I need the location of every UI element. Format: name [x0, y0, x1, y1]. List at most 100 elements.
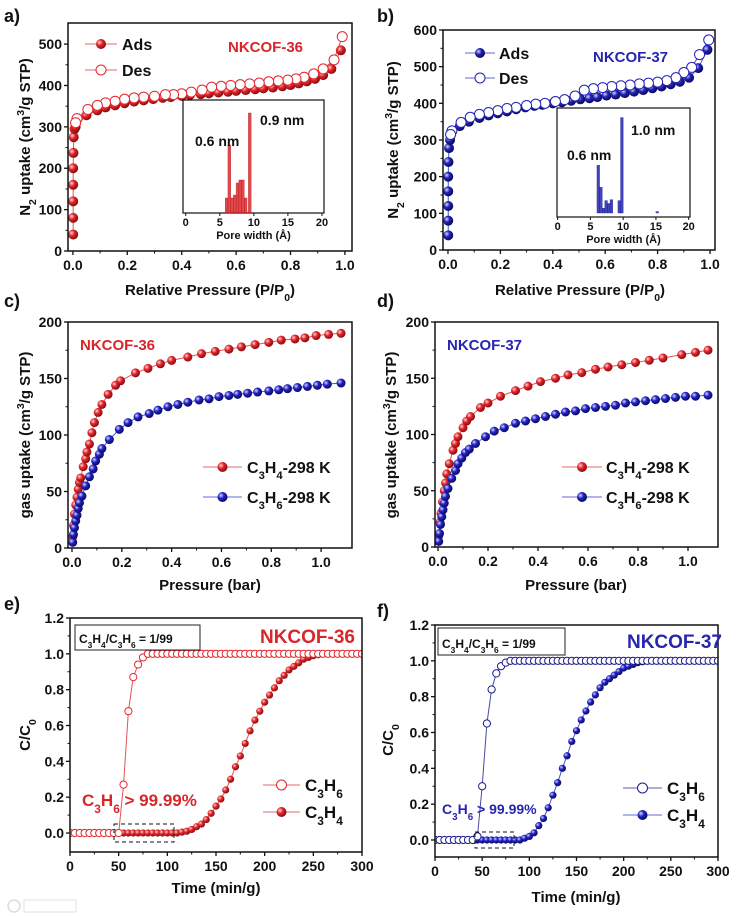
- watermark: [7, 899, 77, 913]
- pore-size-bar: [620, 117, 624, 214]
- legend-item: C3H4-298 K: [562, 460, 690, 482]
- data-point-filled: [437, 512, 447, 522]
- y-axis-label-part: /g STP): [383, 352, 400, 404]
- data-point-filled: [72, 510, 82, 520]
- data-point-filled: [458, 423, 468, 433]
- data-point-filled: [68, 537, 78, 547]
- data-point-filled: [336, 378, 346, 388]
- purity-window-box: [113, 823, 175, 843]
- data-point-open: [196, 84, 208, 96]
- inset-x-tick-label: 15: [650, 221, 662, 233]
- data-point-filled: [253, 387, 263, 397]
- legend-label: C3H4: [667, 806, 705, 831]
- pore-size-bar: [655, 211, 659, 214]
- y-axis-label-part: C/C: [17, 725, 34, 751]
- y-axis-label-part: 3: [15, 403, 27, 409]
- legend-label-part: H: [686, 806, 698, 825]
- data-point-open: [129, 673, 138, 682]
- inset-x-axis-label: Pore width (Å): [586, 233, 661, 246]
- data-point-open: [253, 77, 265, 89]
- data-point-filled: [447, 473, 457, 483]
- data-point-filled: [591, 691, 599, 699]
- data-point-filled: [93, 407, 103, 417]
- data-point-open: [91, 99, 103, 111]
- data-point-filled: [511, 418, 520, 428]
- data-point-filled: [554, 779, 562, 787]
- data-point-filled: [276, 335, 286, 345]
- x-tick-label: 0.0: [438, 256, 458, 272]
- data-point-open: [597, 82, 609, 94]
- data-point-filled: [224, 344, 234, 354]
- plot-area: [70, 649, 362, 838]
- y-axis-label: C/C0: [380, 724, 402, 756]
- legend-label: C3H4-298 K: [247, 460, 331, 482]
- y-tick-label: 100: [414, 205, 438, 221]
- data-point-filled: [464, 444, 474, 454]
- x-tick-label: 0.8: [628, 553, 648, 569]
- legend-label-part: H: [265, 490, 277, 507]
- inset-x-tick-label: 10: [248, 217, 260, 229]
- feed-ratio-label-part: 4: [464, 645, 469, 655]
- data-point-filled: [76, 473, 86, 483]
- x-tick-label: 300: [350, 858, 374, 874]
- data-point-filled: [631, 397, 640, 407]
- legend-label: C3H6: [305, 776, 343, 801]
- data-point-open: [678, 67, 690, 79]
- data-point-open: [308, 68, 320, 80]
- data-point-open: [336, 31, 348, 43]
- legend-label-part: 4: [635, 470, 642, 482]
- data-point-filled: [224, 390, 234, 400]
- legend-marker-open: [474, 72, 486, 84]
- feed-ratio-label-part: 3: [451, 645, 456, 655]
- pore-size-bar: [248, 112, 252, 214]
- feed-ratio-box: [437, 627, 566, 656]
- x-axis-label: Pressure (bar): [525, 577, 627, 594]
- y-tick-label: 0.2: [410, 796, 430, 812]
- feed-ratio-label-part: H: [122, 632, 131, 646]
- purity-annotation: C3H6 > 99.99%: [82, 791, 197, 816]
- data-point-filled: [236, 752, 244, 760]
- legend-item: C3H6: [263, 776, 343, 801]
- data-point-filled: [443, 201, 454, 211]
- data-point-filled: [466, 412, 475, 421]
- y-axis-label-part: C/C: [380, 730, 397, 756]
- y-tick-label: 600: [414, 22, 438, 38]
- purity-annotation-part: 3: [452, 812, 458, 823]
- legend-label: C3H4-298 K: [606, 460, 690, 482]
- x-tick-label: 250: [302, 858, 326, 874]
- data-point-filled: [197, 349, 207, 359]
- y-tick-label: 200: [39, 160, 63, 176]
- data-point-filled: [563, 370, 573, 380]
- pore-size-bar: [617, 200, 621, 214]
- plot-area: [68, 328, 346, 547]
- legend-item: C3H4-298 K: [203, 460, 331, 482]
- data-point-open: [206, 81, 218, 93]
- data-point-filled: [535, 822, 543, 830]
- data-point-open: [149, 90, 161, 102]
- x-tick-label: 0.8: [262, 554, 282, 570]
- purity-annotation-part: H: [101, 791, 113, 810]
- legend-label-part: C: [305, 803, 317, 822]
- data-point-open: [652, 76, 664, 88]
- x-tick-label: 0.4: [543, 256, 563, 272]
- data-point-open: [487, 685, 496, 694]
- data-point-filled: [476, 403, 485, 412]
- y-tick-label: 100: [39, 202, 63, 218]
- material-title: NKCOF-36: [80, 337, 155, 354]
- data-point-filled: [261, 698, 269, 706]
- data-point-open: [686, 61, 698, 73]
- data-point-open: [134, 660, 143, 669]
- legend-label-part: H: [324, 803, 336, 822]
- data-point-filled: [610, 89, 621, 100]
- plot-area: [443, 34, 715, 241]
- data-point-open: [70, 117, 82, 129]
- x-axis-label-part: 0: [284, 292, 290, 304]
- data-point-filled: [451, 466, 460, 475]
- legend-label-part: -298 K: [642, 490, 690, 507]
- legend-label-part: 3: [317, 787, 324, 801]
- legend-label: C3H6-298 K: [606, 490, 690, 512]
- legend-marker-filled: [637, 810, 648, 820]
- y-axis-label-part: gas uptake (cm: [17, 409, 34, 518]
- data-point-filled: [443, 157, 454, 167]
- purity-annotation-part: C: [82, 791, 94, 810]
